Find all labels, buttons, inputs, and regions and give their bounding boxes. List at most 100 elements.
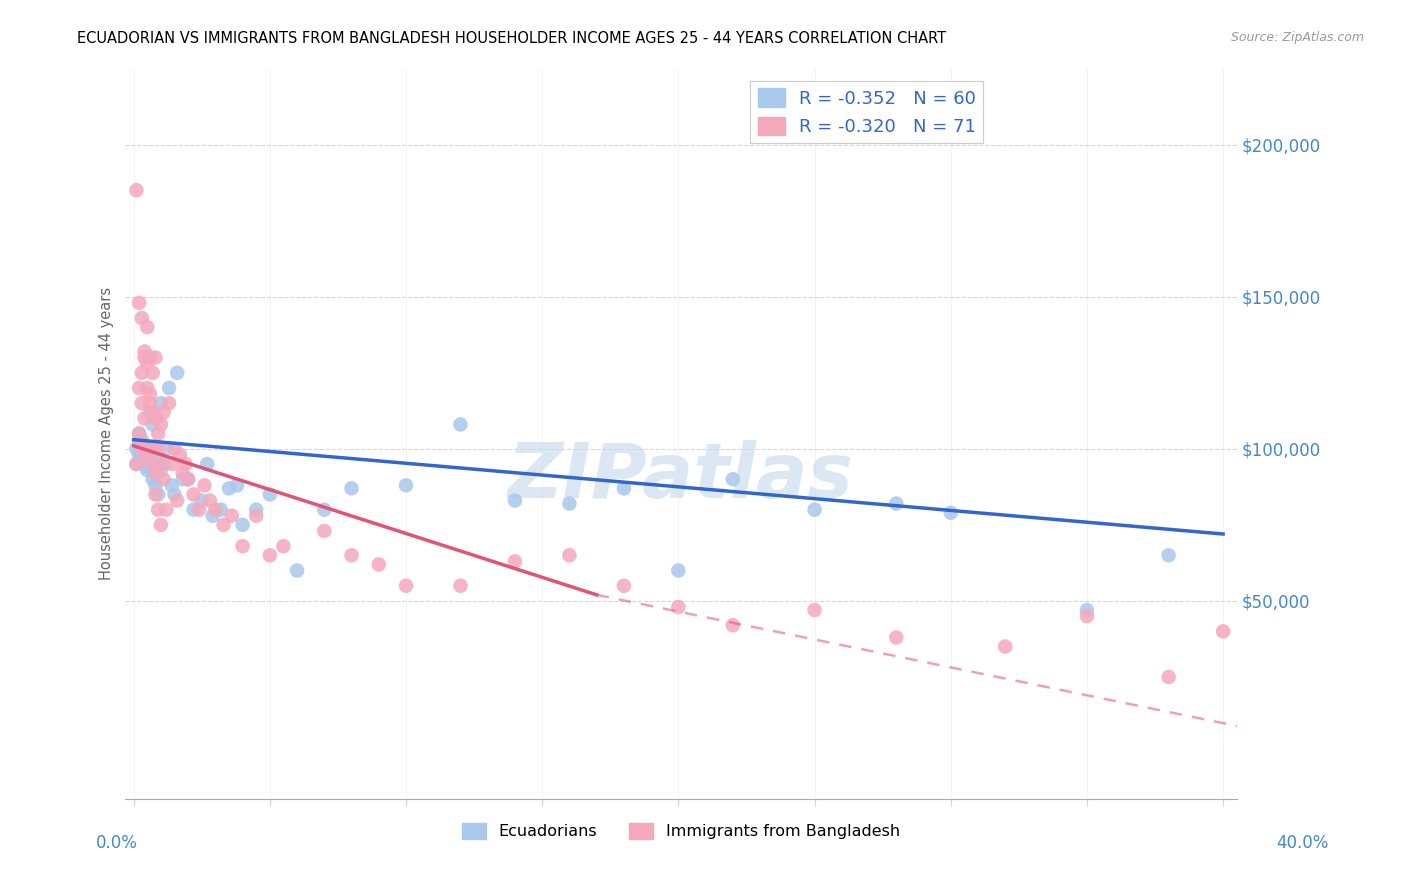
Point [131,366,153,380]
Point [558,497,581,511]
Point [183,487,205,501]
Point [721,618,744,632]
Point [131,450,153,465]
Text: ZIPatlas: ZIPatlas [508,441,853,515]
Point [395,579,418,593]
Point [613,579,636,593]
Point [149,463,172,477]
Point [136,320,159,334]
Point [128,426,150,441]
Point [136,448,159,462]
Point [142,457,165,471]
Point [939,506,962,520]
Point [134,454,156,468]
Point [152,405,174,419]
Point [666,564,689,578]
Point [314,524,336,538]
Point [128,295,150,310]
Point [145,351,167,365]
Point [183,502,205,516]
Point [232,517,254,532]
Point [125,457,148,471]
Point [340,482,363,496]
Point [139,396,162,410]
Point [172,472,194,486]
Point [367,558,389,572]
Point [285,564,308,578]
Point [139,351,162,365]
Point [166,366,188,380]
Point [1076,609,1098,624]
Point [136,357,159,371]
Point [190,493,212,508]
Point [209,502,232,516]
Point [1157,670,1180,684]
Point [721,472,744,486]
Point [195,457,218,471]
Point [188,502,211,516]
Point [558,549,581,563]
Text: Source: ZipAtlas.com: Source: ZipAtlas.com [1230,31,1364,45]
Point [142,457,165,471]
Text: ECUADORIAN VS IMMIGRANTS FROM BANGLADESH HOUSEHOLDER INCOME AGES 25 - 44 YEARS C: ECUADORIAN VS IMMIGRANTS FROM BANGLADESH… [77,31,946,46]
Point [149,517,172,532]
Point [172,466,194,480]
Point [146,442,169,456]
Point [134,445,156,459]
Point [884,631,907,645]
Point [994,640,1017,654]
Point [157,396,180,410]
Point [666,600,689,615]
Point [314,502,336,516]
Point [163,487,186,501]
Point [450,579,472,593]
Point [142,417,165,432]
Legend: R = -0.352   N = 60, R = -0.320   N = 71: R = -0.352 N = 60, R = -0.320 N = 71 [751,81,983,144]
Point [152,472,174,486]
Point [803,603,825,617]
Point [163,442,186,456]
Point [142,472,165,486]
Point [884,497,907,511]
Point [131,433,153,447]
Point [1157,549,1180,563]
Text: 40.0%: 40.0% [1277,834,1329,852]
Point [146,487,169,501]
Point [166,493,188,508]
Point [259,549,281,563]
Point [218,482,240,496]
Point [142,405,165,419]
Point [134,344,156,359]
Point [226,478,249,492]
Point [134,439,156,453]
Point [450,417,472,432]
Point [128,435,150,450]
Point [139,405,162,419]
Point [503,493,526,508]
Point [146,450,169,465]
Point [803,502,825,516]
Point [204,502,226,516]
Point [340,549,363,563]
Point [177,472,200,486]
Point [145,487,167,501]
Point [136,442,159,456]
Point [134,351,156,365]
Point [128,426,150,441]
Point [160,457,183,471]
Point [131,310,153,325]
Point [245,508,267,523]
Point [152,457,174,471]
Point [193,478,215,492]
Point [139,387,162,401]
Point [131,442,153,456]
Point [136,381,159,395]
Point [395,478,418,492]
Point [146,426,169,441]
Point [131,396,153,410]
Point [149,457,172,471]
Point [136,463,159,477]
Point [125,457,148,471]
Y-axis label: Householder Income Ages 25 - 44 years: Householder Income Ages 25 - 44 years [100,287,114,580]
Point [134,411,156,425]
